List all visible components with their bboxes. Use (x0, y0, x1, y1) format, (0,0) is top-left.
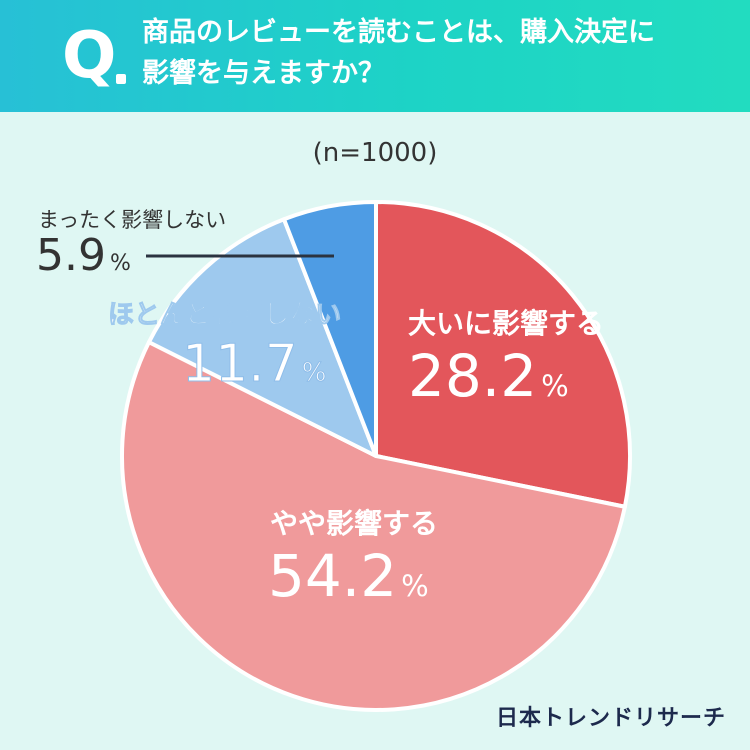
slice-value-strongly: 28.2% (408, 342, 569, 410)
pie-slice-strongly (374, 200, 632, 509)
pie-slice-somewhat (119, 340, 627, 712)
question-text: 商品のレビューを読むことは、購入決定に 影響を与えますか？ (142, 12, 732, 94)
slice-label-hardly: ほとんど影響しない (107, 300, 342, 331)
slice-value-not-at-all: 5.9% (36, 230, 131, 281)
slice-value-somewhat: 54.2% (268, 542, 429, 610)
slice-value-hardly: 11.7% (182, 334, 327, 395)
sample-size: (n=1000) (312, 138, 438, 168)
question-banner: Q 商品のレビューを読むことは、購入決定に 影響を与えますか？ (0, 0, 750, 112)
slice-label-not-at-all: まったく影響しない (38, 208, 227, 232)
pie-slices (119, 200, 632, 712)
slice-label-somewhat: やや影響する (270, 507, 439, 540)
pie-slice-hardly (146, 217, 378, 458)
pie-slice-not-at-all (281, 200, 378, 458)
question-dot (116, 74, 126, 84)
question-mark: Q (62, 19, 117, 93)
slice-label-strongly: 大いに影響する (408, 307, 605, 340)
question-line-1: 商品のレビューを読むことは、購入決定に (142, 17, 655, 48)
brand-logo: 日本トレンドリサーチ (495, 706, 726, 731)
question-line-2: 影響を与えますか？ (142, 58, 385, 89)
